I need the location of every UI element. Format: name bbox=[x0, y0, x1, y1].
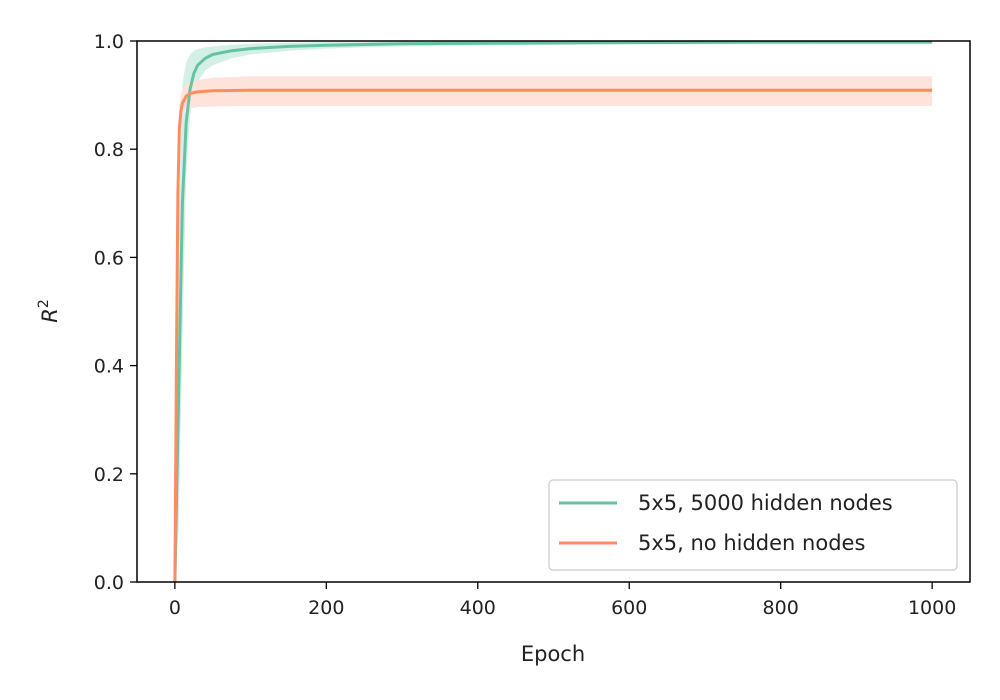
x-tick-label: 600 bbox=[611, 597, 647, 619]
legend-label-series-0: 5x5, 5000 hidden nodes bbox=[638, 491, 893, 515]
y-tick-label: 0.4 bbox=[94, 356, 124, 378]
line-series-1 bbox=[173, 88, 933, 583]
y-tick-label: 0.6 bbox=[94, 247, 124, 269]
x-tick-label: 0 bbox=[169, 597, 181, 619]
x-tick-label: 800 bbox=[763, 597, 799, 619]
x-tick-label: 1000 bbox=[908, 597, 956, 619]
x-tick-label: 200 bbox=[308, 597, 344, 619]
line-series-0 bbox=[173, 40, 933, 583]
y-axis-title: R2 bbox=[36, 299, 62, 323]
y-tick-label: 0.0 bbox=[94, 572, 124, 594]
y-tick-label: 0.2 bbox=[94, 464, 124, 486]
y-axis-ticks: 0.0 0.2 0.4 0.6 0.8 1.0 bbox=[94, 31, 137, 594]
legend: 5x5, 5000 hidden nodes 5x5, no hidden no… bbox=[548, 479, 958, 571]
y-tick-label: 1.0 bbox=[94, 31, 124, 53]
x-axis-ticks: 0 200 400 600 800 1000 bbox=[169, 582, 956, 619]
y-tick-label: 0.8 bbox=[94, 139, 124, 161]
plot-frame bbox=[136, 40, 971, 583]
legend-box bbox=[548, 479, 958, 571]
x-tick-label: 400 bbox=[460, 597, 496, 619]
series-lines bbox=[173, 40, 933, 583]
x-axis-title: Epoch bbox=[521, 642, 585, 666]
legend-label-series-1: 5x5, no hidden nodes bbox=[638, 531, 865, 555]
